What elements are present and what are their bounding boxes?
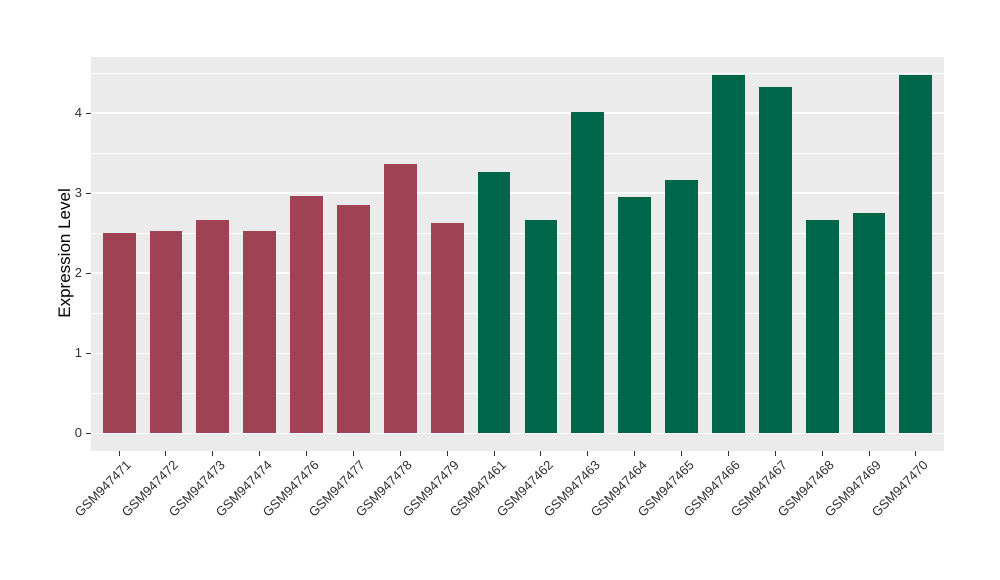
bar [899, 75, 933, 434]
y-tick-label: 4 [74, 105, 82, 121]
y-tick-label: 3 [74, 185, 82, 201]
bar [852, 213, 886, 434]
x-tick-mark [306, 451, 308, 456]
x-tick-mark [774, 451, 776, 456]
gridline-major [91, 352, 944, 355]
bar [712, 74, 745, 434]
x-tick-mark [259, 451, 261, 456]
x-tick-mark [868, 451, 870, 456]
bar [805, 220, 839, 434]
x-tick-mark [493, 451, 495, 456]
bar [383, 163, 417, 434]
y-tick-mark [86, 192, 91, 194]
x-tick-mark [821, 451, 823, 456]
bar [243, 230, 277, 434]
x-tick-mark [399, 451, 401, 456]
bar [524, 219, 558, 434]
y-tick-mark [86, 272, 91, 274]
x-tick-mark [727, 451, 729, 456]
gridline-major [91, 192, 944, 194]
x-tick-mark [212, 451, 214, 456]
gridline-minor [91, 152, 944, 154]
gridline-minor [91, 312, 944, 314]
x-tick-mark [540, 451, 542, 456]
y-tick-label: 1 [74, 345, 82, 361]
bar [290, 196, 323, 434]
x-tick-mark [634, 451, 636, 456]
bar [758, 86, 792, 434]
bar [337, 205, 370, 434]
gridline-major [91, 432, 944, 435]
bar [149, 230, 183, 434]
bar [665, 180, 698, 434]
gridline-major [91, 272, 944, 274]
y-tick-label: 0 [74, 425, 82, 441]
x-tick-mark [446, 451, 448, 456]
x-tick-mark [587, 451, 589, 456]
bar [571, 112, 605, 434]
gridline-major [91, 112, 944, 114]
gridline-minor [91, 72, 944, 74]
y-tick-mark [86, 432, 91, 434]
y-tick-label: 2 [74, 265, 82, 281]
gridline-minor [91, 232, 944, 234]
bar [196, 219, 230, 434]
x-tick-mark [165, 451, 167, 456]
bar [477, 171, 511, 434]
x-tick-mark [681, 451, 683, 456]
bar [430, 222, 464, 434]
y-tick-mark [86, 112, 91, 114]
x-tick-mark [352, 451, 354, 456]
bar [618, 197, 652, 434]
plot-panel [91, 57, 944, 451]
y-tick-mark [86, 352, 91, 354]
gridline-minor [91, 392, 944, 394]
y-axis-title: Expression Level [55, 188, 74, 318]
x-tick-mark [915, 451, 917, 456]
bar [102, 233, 136, 434]
x-tick-mark [118, 451, 120, 456]
